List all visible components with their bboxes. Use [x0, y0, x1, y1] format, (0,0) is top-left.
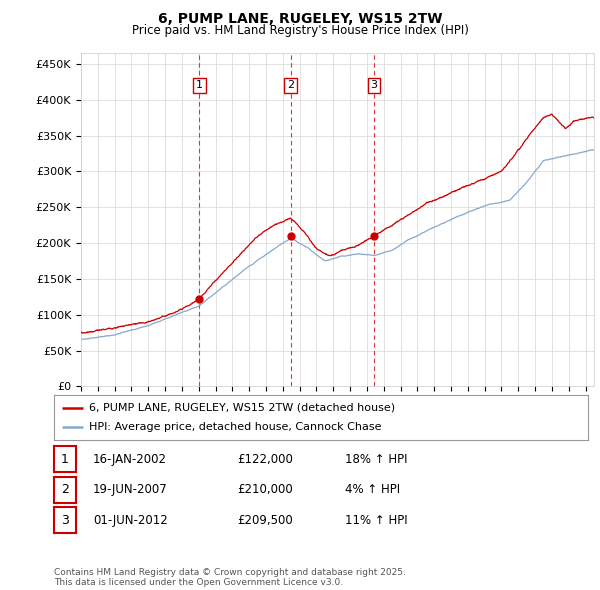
- Text: 2: 2: [287, 80, 295, 90]
- Text: Price paid vs. HM Land Registry's House Price Index (HPI): Price paid vs. HM Land Registry's House …: [131, 24, 469, 37]
- Text: £210,000: £210,000: [237, 483, 293, 496]
- Text: 01-JUN-2012: 01-JUN-2012: [93, 514, 168, 527]
- Text: HPI: Average price, detached house, Cannock Chase: HPI: Average price, detached house, Cann…: [89, 422, 381, 432]
- Text: 16-JAN-2002: 16-JAN-2002: [93, 453, 167, 466]
- Text: 3: 3: [370, 80, 377, 90]
- Text: 11% ↑ HPI: 11% ↑ HPI: [345, 514, 407, 527]
- Text: 19-JUN-2007: 19-JUN-2007: [93, 483, 168, 496]
- Text: £209,500: £209,500: [237, 514, 293, 527]
- Text: Contains HM Land Registry data © Crown copyright and database right 2025.
This d: Contains HM Land Registry data © Crown c…: [54, 568, 406, 587]
- Text: £122,000: £122,000: [237, 453, 293, 466]
- Text: 18% ↑ HPI: 18% ↑ HPI: [345, 453, 407, 466]
- Text: 4% ↑ HPI: 4% ↑ HPI: [345, 483, 400, 496]
- Text: 1: 1: [196, 80, 203, 90]
- Text: 2: 2: [61, 483, 69, 496]
- Text: 6, PUMP LANE, RUGELEY, WS15 2TW: 6, PUMP LANE, RUGELEY, WS15 2TW: [158, 12, 442, 26]
- Text: 1: 1: [61, 453, 69, 466]
- Text: 6, PUMP LANE, RUGELEY, WS15 2TW (detached house): 6, PUMP LANE, RUGELEY, WS15 2TW (detache…: [89, 403, 395, 412]
- Text: 3: 3: [61, 514, 69, 527]
